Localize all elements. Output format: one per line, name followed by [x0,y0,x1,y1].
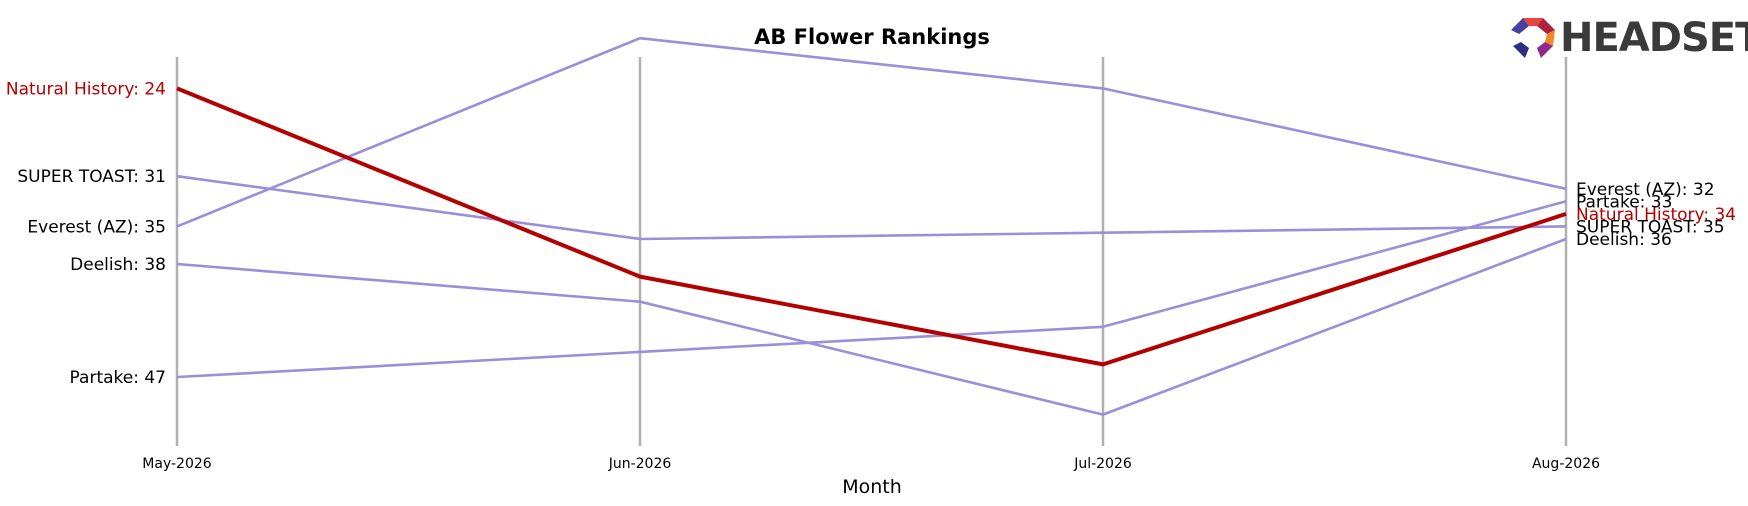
start-label-super-toast: SUPER TOAST: 31 [17,167,166,187]
series-line-deelish [176,237,1567,416]
end-label-deelish: Deelish: 36 [1576,230,1672,250]
series-lines [176,36,1567,416]
tick-label-jun-2026: Jun-2026 [608,456,672,472]
end-label-everest-az: Everest (AZ): 32 [1576,180,1715,200]
x-axis-label: Month [842,476,902,498]
headset-logo-text: HEADSET [1560,15,1748,61]
start-label-everest-az: Everest (AZ): 35 [27,217,166,237]
end-label-partake: Partake: 33 [1576,192,1672,212]
series-line-partake [176,200,1567,379]
start-label-natural-history: Natural History: 24 [6,79,166,99]
logo-segment [1537,18,1555,34]
series-line-natural-history [176,86,1567,367]
headset-logo: HEADSET [1511,15,1748,61]
month-axis-lines [175,57,1568,446]
chart-title: AB Flower Rankings [754,25,990,49]
logo-segment [1523,18,1543,26]
tick-label-may-2026: May-2026 [142,456,211,472]
tick-label-jul-2026: Jul-2026 [1073,456,1132,472]
logo-segment [1545,30,1555,46]
series-line-everest-az [176,36,1567,228]
x-tick-labels: May-2026 Jun-2026 Jul-2026 Aug-2026 [142,456,1600,472]
series-line-super-toast [176,174,1567,241]
logo-segment [1537,42,1553,58]
start-labels: Natural History: 24 SUPER TOAST: 31 Everes… [6,79,166,388]
logo-segment [1513,42,1529,58]
logo-segment [1511,18,1529,34]
end-label-natural-history: Natural History: 34 [1576,205,1736,225]
tick-label-aug-2026: Aug-2026 [1532,456,1600,472]
end-label-super-toast: SUPER TOAST: 35 [1576,217,1725,237]
start-label-deelish: Deelish: 38 [70,255,166,275]
start-label-partake: Partake: 47 [70,368,166,388]
headset-logo-icon [1511,18,1555,58]
